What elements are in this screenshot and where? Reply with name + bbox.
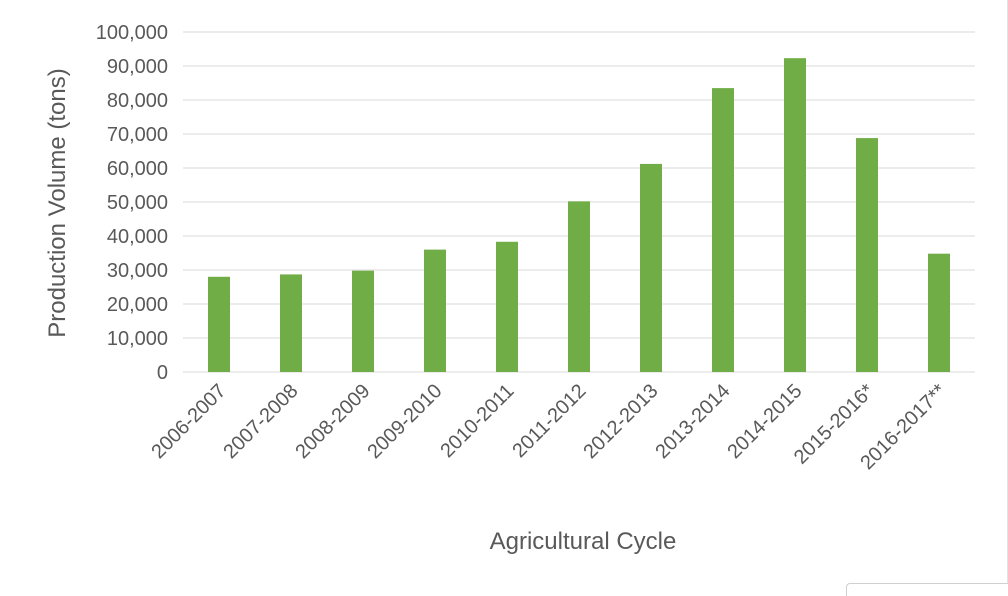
- y-axis-title: Production Volume (tons): [44, 68, 71, 337]
- x-tick-label: 2009-2010: [363, 380, 446, 463]
- x-axis-ticks: 2006-20072007-20082008-20092009-20102010…: [147, 380, 950, 474]
- bar-2013-2014: [712, 88, 734, 372]
- bar-2010-2011: [496, 241, 518, 372]
- y-tick-label: 60,000: [107, 158, 168, 180]
- x-tick-label: 2008-2009: [291, 380, 374, 463]
- x-tick-label: 2006-2007: [147, 380, 230, 463]
- x-tick-label: 2012-2013: [579, 380, 662, 463]
- y-tick-label: 30,000: [107, 260, 168, 282]
- bar-2007-2008: [280, 274, 302, 372]
- y-tick-label: 80,000: [107, 90, 168, 112]
- bar-2016-2017: [928, 253, 950, 372]
- y-tick-label: 20,000: [107, 294, 168, 316]
- bar-2009-2010: [424, 249, 446, 372]
- x-tick-label: 2013-2014: [651, 380, 734, 463]
- y-tick-label: 10,000: [107, 328, 168, 350]
- corner-handle: [846, 583, 1008, 596]
- x-tick-label: 2010-2011: [436, 380, 518, 462]
- y-tick-label: 0: [157, 362, 168, 384]
- bar-2014-2015: [784, 58, 806, 373]
- y-tick-label: 70,000: [107, 124, 168, 146]
- y-tick-label: 40,000: [107, 226, 168, 248]
- y-axis-ticks: 0 10,000 20,000 30,000 40,000 50,000 60,000 70,…: [96, 22, 168, 384]
- bar-2012-2013: [640, 163, 662, 372]
- bar-2006-2007: [208, 276, 230, 372]
- bar-2011-2012: [568, 201, 590, 372]
- x-axis-title: Agricultural Cycle: [490, 528, 677, 555]
- bar-2008-2009: [352, 270, 374, 372]
- bars: [208, 58, 950, 373]
- x-tick-label: 2011-2012: [508, 380, 590, 462]
- x-tick-label: 2007-2008: [219, 380, 302, 463]
- y-tick-label: 50,000: [107, 192, 168, 214]
- y-tick-label: 90,000: [107, 56, 168, 78]
- bar-2015-2016: [856, 138, 878, 372]
- y-tick-label: 100,000: [96, 22, 168, 44]
